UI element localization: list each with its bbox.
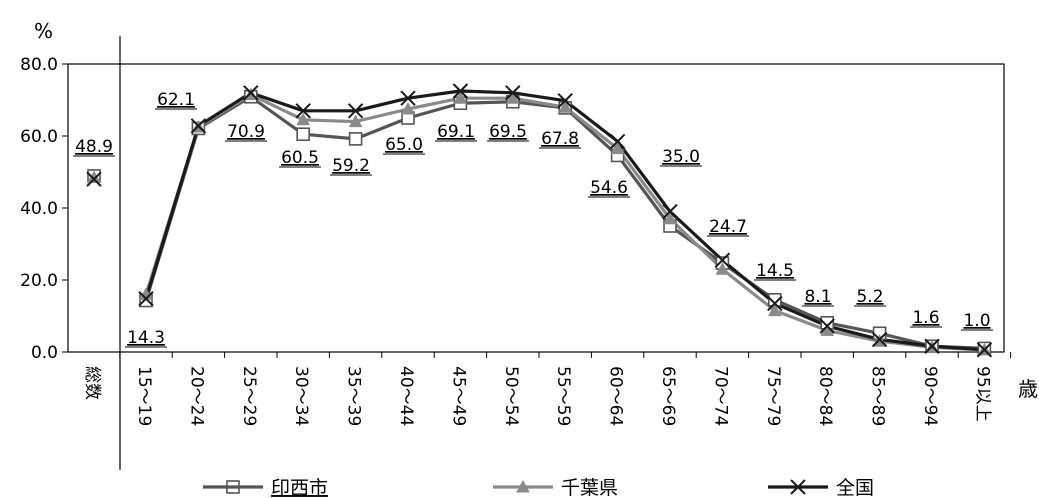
x-tick-label: 65～69 — [658, 366, 678, 426]
x-tick-label: 30～34 — [291, 366, 311, 426]
y-tick-label: 60.0 — [20, 127, 58, 147]
x-axis: 総数 15～19 20～24 25～29 30～34 35～39 40～44 45～49 50～… — [82, 352, 1012, 426]
data-label: 14.3 — [127, 328, 165, 348]
x-tick-label: 50～54 — [501, 366, 521, 426]
data-label: 67.8 — [541, 129, 579, 149]
marker-triangle — [505, 91, 520, 104]
y-tick-label: 80.0 — [20, 55, 58, 75]
marker-square — [348, 132, 363, 146]
x-tick-label: 85～89 — [868, 366, 888, 426]
marker-x — [505, 85, 521, 101]
data-label: 14.5 — [756, 261, 794, 281]
x-tick-label: 20～24 — [186, 366, 206, 426]
x-tick-label: 95以上 — [972, 366, 992, 422]
y-tick-label: 20.0 — [20, 271, 58, 291]
x-tick-label: 35～39 — [344, 366, 364, 426]
marker-x — [452, 83, 469, 99]
marker-x — [976, 342, 993, 358]
data-label: 70.9 — [227, 122, 265, 142]
marker-triangle — [715, 262, 730, 275]
marker-triangle — [558, 100, 573, 113]
data-label: 35.0 — [662, 147, 700, 167]
x-tick-label: 15～19 — [134, 366, 154, 426]
marker-x — [819, 318, 835, 334]
marker-triangle — [348, 114, 363, 128]
marker-x — [557, 93, 573, 109]
marker-x — [662, 203, 678, 220]
data-label: 59.2 — [332, 156, 370, 176]
y-tick-label: 0.0 — [31, 343, 58, 363]
marker-triangle — [767, 303, 782, 317]
data-label: 65.0 — [385, 135, 423, 155]
x-tick-label: 90～94 — [920, 366, 940, 426]
marker-x — [924, 338, 940, 354]
y-axis: 0.0 20.0 40.0 60.0 80.0 — [20, 55, 68, 363]
x-axis-unit-label: 歳 — [1018, 377, 1038, 401]
marker-x — [243, 85, 259, 101]
x-tick-label: 80～84 — [815, 366, 835, 426]
x-tick-label: 40～44 — [396, 366, 416, 426]
data-label: 8.1 — [804, 287, 831, 307]
marker-x — [138, 291, 154, 307]
marker-x — [86, 171, 102, 187]
series-markers — [86, 83, 993, 495]
marker-x — [190, 118, 207, 134]
data-labels: 48.9 14.3 62.1 70.9 60.5 59.2 65.0 69.1 69.5 67.8… — [73, 90, 993, 348]
data-label: 69.5 — [489, 122, 527, 142]
marker-x — [714, 252, 731, 268]
x-tick-label: 75～79 — [763, 366, 783, 426]
marker-x — [400, 90, 416, 106]
x-tick-label: 60～64 — [606, 366, 626, 426]
x-tick-label: 45～49 — [448, 366, 468, 426]
data-label: 62.1 — [157, 90, 195, 110]
data-label: 5.2 — [856, 287, 883, 307]
data-label: 69.1 — [437, 122, 475, 142]
marker-x — [609, 133, 626, 150]
marker-triangle — [610, 141, 625, 155]
legend: 印西市 千葉県 全国 — [203, 477, 874, 498]
x-tick-label: 70～74 — [710, 366, 730, 426]
legend-label: 千葉県 — [561, 477, 618, 498]
marker-triangle — [663, 211, 677, 225]
x-tick-label: 55～59 — [553, 366, 573, 426]
data-label: 1.0 — [963, 311, 990, 331]
legend-label: 全国 — [836, 477, 874, 498]
marker-triangle — [453, 91, 468, 104]
marker-x — [767, 295, 783, 312]
marker-square — [296, 127, 311, 141]
y-axis-unit-label: % — [34, 19, 53, 43]
x-tick-label: 25～29 — [239, 366, 259, 426]
marker-triangle — [401, 101, 415, 115]
marker-x — [295, 103, 311, 119]
y-tick-label: 40.0 — [20, 199, 58, 219]
marker-triangle — [296, 112, 311, 126]
data-label: 24.7 — [709, 217, 747, 237]
marker-x — [871, 331, 888, 348]
data-label: 60.5 — [281, 148, 319, 168]
plot-border — [67, 63, 1005, 353]
data-label-total: 48.9 — [75, 137, 113, 157]
data-label: 1.6 — [912, 308, 939, 328]
data-label: 54.6 — [590, 178, 628, 198]
x-tick-label-total: 総数 — [82, 366, 102, 400]
legend-label: 印西市 — [271, 477, 328, 498]
marker-x — [347, 103, 364, 119]
